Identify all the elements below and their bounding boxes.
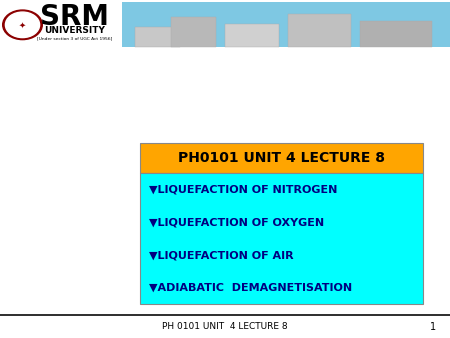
Text: PH0101 UNIT 4 LECTURE 8: PH0101 UNIT 4 LECTURE 8 <box>178 151 385 165</box>
Circle shape <box>5 12 40 38</box>
Text: SRM: SRM <box>40 3 109 31</box>
Text: PH 0101 UNIT  4 LECTURE 8: PH 0101 UNIT 4 LECTURE 8 <box>162 322 288 332</box>
FancyBboxPatch shape <box>0 2 122 48</box>
Text: 1: 1 <box>430 322 436 332</box>
FancyBboxPatch shape <box>135 27 180 48</box>
Text: ▼ADIABATIC  DEMAGNETISATION: ▼ADIABATIC DEMAGNETISATION <box>149 283 352 293</box>
FancyBboxPatch shape <box>140 143 423 173</box>
Text: ▼LIQUEFACTION OF AIR: ▼LIQUEFACTION OF AIR <box>149 250 294 260</box>
FancyBboxPatch shape <box>0 2 450 48</box>
Text: UNIVERSITY: UNIVERSITY <box>44 26 105 35</box>
Text: [Under section 3 of UGC Act 1956]: [Under section 3 of UGC Act 1956] <box>36 36 112 40</box>
Text: ✦: ✦ <box>19 20 26 29</box>
FancyBboxPatch shape <box>288 14 351 48</box>
FancyBboxPatch shape <box>122 2 450 48</box>
Text: ▼LIQUEFACTION OF OXYGEN: ▼LIQUEFACTION OF OXYGEN <box>149 218 324 227</box>
FancyBboxPatch shape <box>0 314 450 316</box>
FancyBboxPatch shape <box>360 21 432 48</box>
Circle shape <box>3 10 42 40</box>
FancyBboxPatch shape <box>140 173 423 305</box>
FancyBboxPatch shape <box>171 17 216 48</box>
FancyBboxPatch shape <box>225 24 279 48</box>
Text: ▼LIQUEFACTION OF NITROGEN: ▼LIQUEFACTION OF NITROGEN <box>149 185 338 195</box>
